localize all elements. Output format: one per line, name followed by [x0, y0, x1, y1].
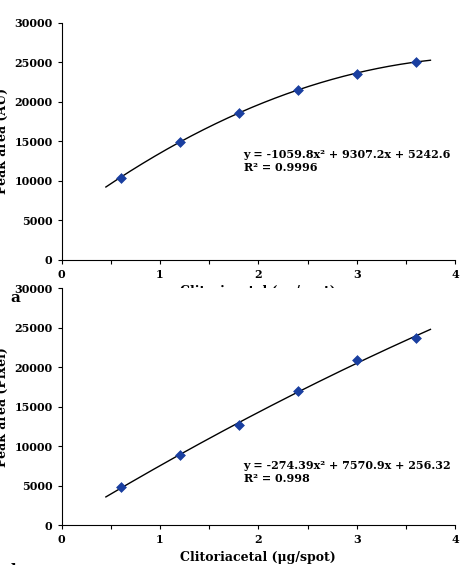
- Point: [294, 386, 301, 396]
- Point: [176, 450, 183, 459]
- Point: [235, 108, 242, 118]
- Point: [412, 58, 419, 67]
- X-axis label: Clitoriacetal (μg/spot): Clitoriacetal (μg/spot): [181, 551, 336, 564]
- Text: y = -274.39x² + 7570.9x + 256.32
R² = 0.998: y = -274.39x² + 7570.9x + 256.32 R² = 0.…: [244, 460, 451, 484]
- Point: [353, 69, 360, 79]
- Point: [353, 355, 360, 364]
- Y-axis label: Peak area (AU): Peak area (AU): [0, 88, 9, 194]
- Point: [412, 333, 419, 342]
- X-axis label: Clitoriacetal (μg/spot): Clitoriacetal (μg/spot): [181, 285, 336, 298]
- Point: [235, 420, 242, 429]
- Point: [176, 137, 183, 146]
- Point: [294, 85, 301, 94]
- Text: b: b: [10, 563, 21, 565]
- Text: a: a: [10, 291, 20, 305]
- Point: [117, 483, 124, 492]
- Y-axis label: Peak area (Pixel): Peak area (Pixel): [0, 347, 9, 467]
- Point: [117, 173, 124, 182]
- Text: y = -1059.8x² + 9307.2x + 5242.6
R² = 0.9996: y = -1059.8x² + 9307.2x + 5242.6 R² = 0.…: [244, 149, 451, 173]
